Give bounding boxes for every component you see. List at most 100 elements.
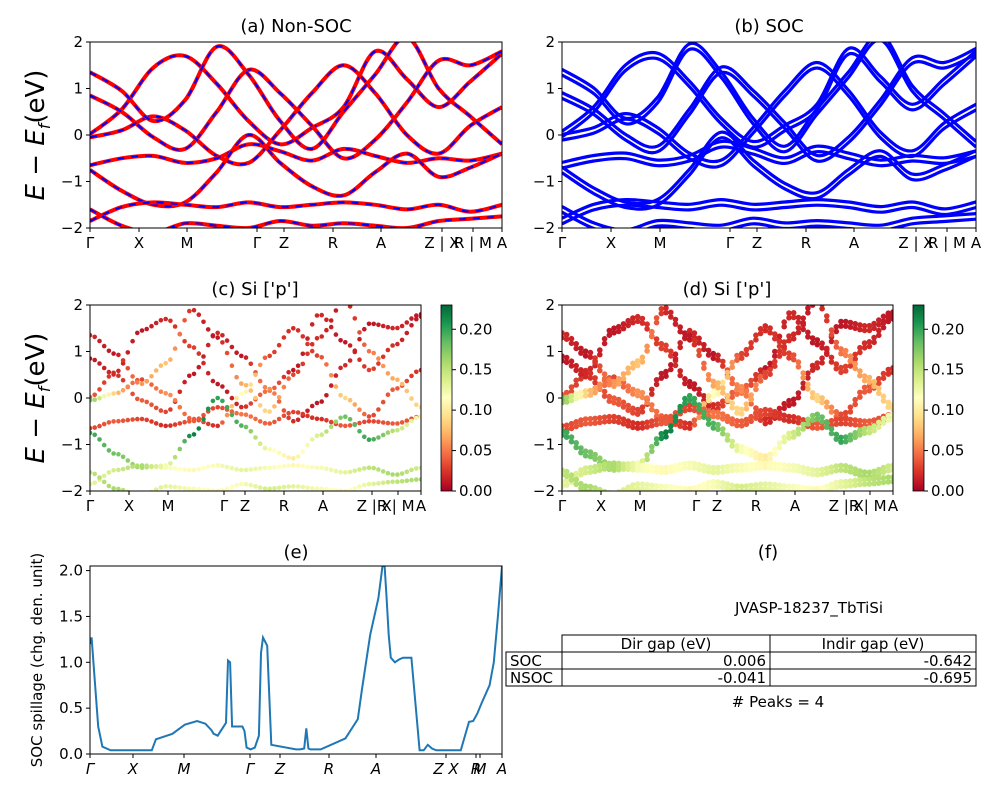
- band-point: [885, 463, 892, 469]
- band-point: [272, 486, 277, 491]
- band-point: [852, 422, 858, 428]
- band-point: [262, 408, 268, 414]
- band-point: [795, 419, 802, 426]
- band-point: [573, 395, 579, 402]
- band-point: [276, 395, 282, 400]
- band-point: [663, 469, 669, 476]
- band-point: [385, 324, 391, 330]
- band-point: [578, 367, 584, 373]
- band-point: [620, 325, 627, 332]
- band-point: [762, 327, 769, 334]
- x-tick-label: Z: [279, 234, 289, 252]
- band-point: [686, 397, 693, 404]
- band-point: [168, 465, 173, 471]
- band-point: [743, 382, 750, 389]
- band-point: [248, 382, 254, 387]
- band-point: [272, 349, 277, 355]
- band-point: [833, 467, 840, 474]
- band-point: [639, 409, 646, 415]
- band-point: [824, 350, 830, 356]
- band-point: [857, 326, 863, 333]
- band-point: [130, 417, 135, 422]
- band-point: [97, 437, 102, 442]
- band-point: [738, 411, 745, 417]
- panel-c-colorbar-ticks: 0.200.150.100.050.00: [452, 320, 492, 500]
- band-point: [672, 462, 679, 469]
- band-point: [120, 418, 126, 424]
- band-point: [644, 463, 650, 469]
- band-point: [597, 351, 603, 358]
- band-point: [847, 416, 854, 423]
- band-point: [720, 403, 726, 409]
- band-point: [852, 360, 858, 367]
- band-point: [838, 350, 844, 357]
- band-point: [630, 360, 636, 367]
- band-point: [399, 420, 405, 425]
- band-point: [786, 430, 792, 437]
- band-point: [210, 406, 216, 411]
- band-point: [568, 438, 575, 445]
- band-point: [101, 421, 107, 427]
- band-point: [300, 449, 306, 455]
- band-point: [395, 428, 400, 433]
- band-point: [563, 389, 570, 396]
- band-point: [352, 468, 358, 474]
- band-point: [767, 360, 773, 367]
- band-point: [838, 434, 844, 441]
- band-point: [611, 374, 617, 380]
- band-point: [866, 322, 873, 329]
- band-point: [876, 419, 882, 426]
- band-point: [885, 474, 892, 481]
- band-point: [291, 463, 296, 468]
- band-point: [352, 316, 358, 321]
- band-point: [819, 399, 825, 406]
- band-point: [772, 408, 778, 415]
- band-point: [262, 389, 268, 395]
- band-point: [414, 477, 419, 482]
- band-point: [668, 464, 674, 470]
- band-point: [677, 423, 683, 430]
- band-point: [309, 342, 315, 347]
- band-point: [357, 330, 362, 335]
- band-point: [601, 388, 608, 395]
- band-point: [120, 487, 126, 491]
- band-point: [729, 389, 735, 396]
- band-point: [385, 430, 391, 435]
- band-point: [328, 467, 334, 473]
- band-point: [658, 345, 665, 352]
- band-point: [158, 408, 164, 413]
- x-tick-label: Z: [240, 497, 250, 515]
- band-point: [644, 321, 650, 328]
- y-tick-label: −2: [61, 219, 83, 237]
- band-point: [767, 330, 773, 336]
- band-line: [90, 133, 502, 209]
- band-point: [757, 373, 764, 380]
- band-point: [333, 332, 339, 337]
- band-point: [634, 406, 641, 413]
- band-point: [324, 393, 329, 398]
- band-point: [568, 393, 575, 399]
- band-point: [92, 397, 97, 403]
- band-point: [876, 385, 882, 392]
- band-point: [135, 463, 140, 469]
- band-point: [248, 401, 254, 406]
- band-point: [276, 399, 282, 404]
- band-point: [92, 480, 97, 486]
- band-point: [319, 486, 324, 491]
- x-tick-label: Γ: [692, 497, 701, 515]
- x-tick-label: A: [416, 497, 427, 515]
- band-point: [715, 401, 721, 408]
- band-point: [857, 394, 863, 400]
- band-point: [597, 367, 603, 374]
- band-point: [866, 343, 873, 350]
- band-point: [880, 475, 887, 481]
- band-point: [734, 483, 740, 489]
- band-point: [861, 469, 868, 475]
- band-point: [861, 481, 868, 487]
- band-point: [592, 379, 598, 386]
- band-point: [814, 337, 821, 343]
- band-point: [649, 422, 655, 429]
- band-point: [592, 451, 598, 458]
